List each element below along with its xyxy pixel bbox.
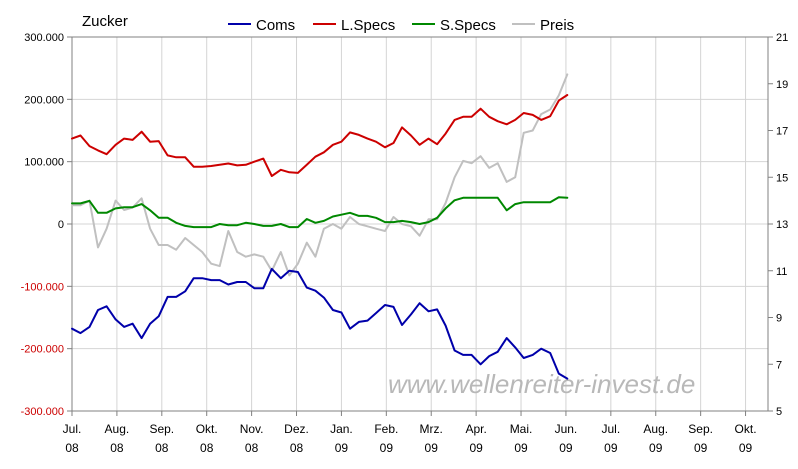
x-tick-label-month: Dez.: [284, 422, 309, 436]
y-right-tick-label: 17: [776, 126, 788, 138]
x-tick-label-year: 09: [604, 441, 618, 455]
x-tick-label-year: 08: [65, 441, 79, 455]
y-right-tick-label: 7: [776, 359, 782, 371]
x-tick-label-month: Sep.: [688, 422, 713, 436]
y-right-tick-label: 15: [776, 172, 788, 184]
series-line-s-specs: [71, 196, 569, 229]
x-tick-label-month: Jul.: [601, 422, 620, 436]
chart-title: Zucker: [82, 13, 128, 30]
y-right-tick-label: 11: [776, 266, 787, 278]
y-right-tick-label: 5: [776, 406, 782, 418]
x-tick-label-year: 09: [739, 441, 753, 455]
y-left-tick-label: 0: [58, 219, 64, 231]
legend-label-coms: Coms: [256, 17, 295, 34]
x-tick-label-year: 08: [110, 441, 124, 455]
x-tick-label-month: Jan.: [330, 422, 353, 436]
x-tick-label-year: 09: [694, 441, 708, 455]
x-tick-label-month: Jul.: [63, 422, 82, 436]
y-right-tick-label: 21: [776, 32, 788, 44]
x-tick-label-month: Nov.: [240, 422, 264, 436]
x-tick-label-year: 09: [469, 441, 483, 455]
x-tick-label-year: 08: [290, 441, 304, 455]
x-tick-label-month: Apr.: [465, 422, 486, 436]
x-tick-label-month: Mrz.: [420, 422, 443, 436]
series-line-coms: [71, 267, 569, 380]
x-tick-label-month: Aug.: [643, 422, 668, 436]
y-left-tick-label: -300.000: [21, 406, 64, 418]
legend: Coms L.Specs S.Specs Preis: [228, 17, 574, 34]
x-tick-label-year: 09: [380, 441, 394, 455]
y-right-tick-label: 19: [776, 79, 788, 91]
x-tick-label-year: 09: [514, 441, 528, 455]
legend-label-preis: Preis: [540, 17, 574, 34]
x-tick-label-year: 09: [559, 441, 573, 455]
y-left-tick-label: 200.000: [24, 94, 64, 106]
x-tick-label-month: Okt.: [735, 422, 757, 436]
y-left-tick-label: 100.000: [24, 157, 64, 169]
x-tick-label-month: Sep.: [149, 422, 174, 436]
gridlines: [71, 36, 768, 412]
x-tick-label-month: Jun.: [555, 422, 578, 436]
y-right-tick-label: 13: [776, 219, 788, 231]
y-left-tick-label: 300.000: [24, 32, 64, 44]
y-left-tick-label: -200.000: [21, 344, 64, 356]
x-tick-label-month: Okt.: [196, 422, 218, 436]
x-tick-label-month: Feb.: [374, 422, 398, 436]
x-tick-label-year: 09: [425, 441, 439, 455]
x-tick-label-year: 09: [649, 441, 663, 455]
series-line-l-specs: [71, 94, 569, 177]
series-line-preis: [71, 73, 569, 277]
x-tick-label-year: 08: [155, 441, 169, 455]
y-left-tick-label: -100.000: [21, 281, 64, 293]
series-lines: [71, 73, 569, 380]
x-tick-label-year: 09: [335, 441, 349, 455]
watermark: www.wellenreiter-invest.de: [388, 369, 695, 399]
x-tick-label-year: 08: [200, 441, 214, 455]
legend-label-l-specs: L.Specs: [341, 17, 395, 34]
x-tick-label-month: Mai.: [510, 422, 533, 436]
x-tick-label-month: Aug.: [105, 422, 130, 436]
y-right-tick-label: 9: [776, 313, 782, 325]
legend-label-s-specs: S.Specs: [440, 17, 496, 34]
axes: 300.000 200.000 100.000 0 -100.000 -200.000 -3…: [21, 32, 789, 455]
x-tick-label-year: 08: [245, 441, 259, 455]
